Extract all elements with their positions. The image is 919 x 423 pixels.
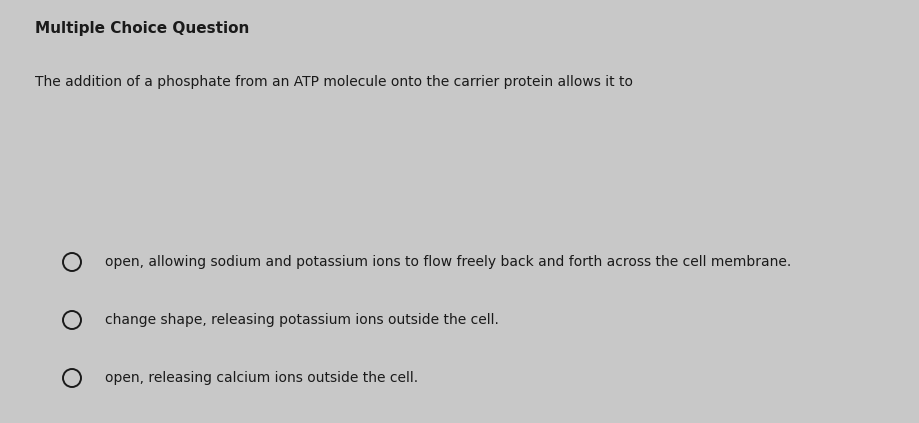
Ellipse shape (63, 253, 81, 271)
Text: open, allowing sodium and potassium ions to flow freely back and forth across th: open, allowing sodium and potassium ions… (105, 255, 791, 269)
Text: The addition of a phosphate from an ATP molecule onto the carrier protein allows: The addition of a phosphate from an ATP … (35, 75, 633, 89)
Text: change shape, releasing potassium ions outside the cell.: change shape, releasing potassium ions o… (105, 313, 499, 327)
Text: Multiple Choice Question: Multiple Choice Question (35, 20, 249, 36)
Text: open, releasing calcium ions outside the cell.: open, releasing calcium ions outside the… (105, 371, 418, 385)
Ellipse shape (63, 311, 81, 329)
Ellipse shape (63, 369, 81, 387)
